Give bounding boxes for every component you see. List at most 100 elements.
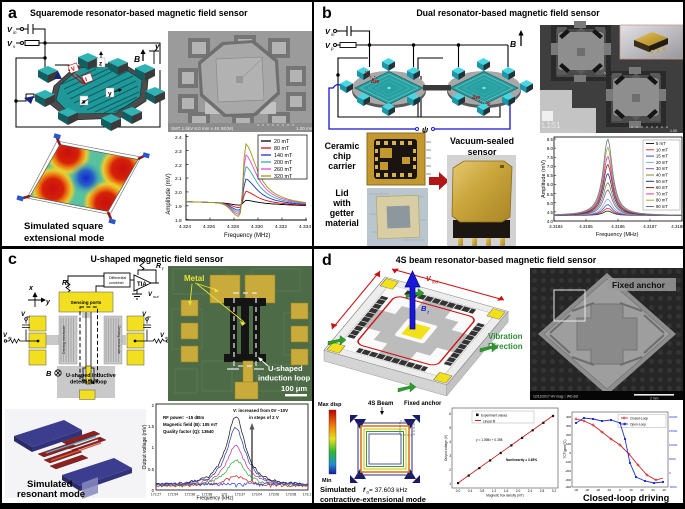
svg-text:400: 400: [566, 415, 571, 419]
svg-text:a: a: [8, 5, 17, 22]
svg-text:B: B: [421, 304, 427, 313]
svg-text:y: y: [108, 91, 112, 98]
svg-text:4.328: 4.328: [227, 224, 239, 230]
svg-text:0: 0: [669, 471, 671, 475]
svg-text:4.3185: 4.3185: [579, 224, 593, 229]
svg-text:2: 2: [449, 468, 451, 472]
svg-text:Experiment values: Experiment values: [481, 414, 508, 418]
svg-text:Squaremode resonator-based mag: Squaremode resonator-based magnetic fiel…: [30, 8, 248, 18]
svg-text:0: 0: [367, 490, 370, 495]
svg-text:173: 173: [221, 493, 227, 497]
svg-text:Vacuum-sealed: Vacuum-sealed: [450, 136, 514, 146]
svg-text:-40: -40: [574, 488, 579, 492]
svg-text:200 mT: 200 mT: [274, 160, 293, 166]
svg-text:1.6: 1.6: [504, 489, 509, 493]
svg-text:3: 3: [449, 454, 451, 458]
svg-text:in steps of 2 V: in steps of 2 V: [249, 415, 279, 420]
svg-text:10000: 10000: [669, 443, 678, 447]
svg-text:in: in: [331, 32, 335, 37]
svg-text:Open-Loop: Open-Loop: [630, 423, 646, 427]
svg-text:carrier: carrier: [328, 161, 356, 171]
svg-text:b: b: [322, 5, 332, 22]
svg-text:2.8: 2.8: [540, 489, 545, 493]
svg-text:70 mT: 70 mT: [656, 191, 668, 196]
svg-text:Dual resonator-based magnetic: Dual resonator-based magnetic field sens…: [416, 8, 600, 18]
svg-text:1.00: 1.00: [670, 129, 677, 133]
svg-text:3.2: 3.2: [552, 489, 557, 493]
svg-text:0: 0: [569, 451, 571, 455]
svg-text:1.2: 1.2: [492, 489, 497, 493]
svg-text:V​: increased from 0V ~10V: V​: increased from 0V ~10V: [233, 408, 288, 413]
svg-text:6.0: 6.0: [547, 182, 554, 187]
svg-text:B: B: [46, 369, 52, 378]
svg-text:10: 10: [629, 488, 633, 492]
svg-text:dc: dc: [8, 336, 12, 340]
svg-text:4.3184: 4.3184: [549, 224, 563, 229]
svg-text:f: f: [363, 487, 366, 494]
svg-text:7.0: 7.0: [547, 164, 554, 169]
svg-text:Linear fit: Linear fit: [483, 420, 495, 424]
svg-text:Output voltage (mV): Output voltage (mV): [142, 424, 148, 469]
svg-text:5.0: 5.0: [547, 201, 554, 206]
svg-text:Frequency (MHz): Frequency (MHz): [596, 232, 639, 238]
svg-text:U-shaped inductive: U-shaped inductive: [66, 373, 116, 379]
svg-text:7.5: 7.5: [547, 155, 554, 160]
svg-text:-300: -300: [565, 478, 571, 482]
svg-text:173.37: 173.37: [235, 493, 245, 497]
svg-text:20000: 20000: [669, 415, 678, 419]
svg-text:0: 0: [619, 488, 621, 492]
svg-text:ac: ac: [147, 315, 151, 319]
svg-text:4.3187: 4.3187: [643, 224, 657, 229]
svg-text:173.08: 173.08: [286, 493, 296, 497]
svg-text:y = 1.398x + 0.398: y = 1.398x + 0.398: [476, 438, 503, 442]
svg-text:1.00 mm: 1.00 mm: [296, 126, 312, 131]
svg-text:chip: chip: [333, 151, 352, 161]
svg-text:TIA: TIA: [137, 282, 147, 288]
svg-text:= 37.603 kHz: = 37.603 kHz: [369, 487, 407, 494]
svg-text:ind: ind: [432, 280, 439, 285]
svg-text:2.3: 2.3: [175, 149, 182, 155]
svg-text:2.4: 2.4: [175, 135, 182, 141]
svg-text:50 mT: 50 mT: [656, 179, 668, 184]
svg-text:4.332: 4.332: [275, 224, 287, 230]
svg-text:4.0: 4.0: [547, 219, 554, 224]
svg-text:ψ: ψ: [422, 126, 429, 135]
svg-text:40 mT: 40 mT: [656, 173, 668, 178]
svg-text:30 mT: 30 mT: [656, 166, 668, 171]
svg-text:I: I: [85, 77, 89, 83]
svg-text:Metal: Metal: [184, 274, 204, 283]
svg-text:p: p: [330, 46, 334, 51]
svg-text:Closed-Loop: Closed-Loop: [630, 417, 648, 421]
svg-text:Output voltage (V): Output voltage (V): [444, 435, 448, 461]
svg-text:-10: -10: [607, 488, 612, 492]
svg-text:Frequency (MHz): Frequency (MHz): [224, 233, 270, 239]
svg-text:getter: getter: [330, 208, 355, 218]
svg-text:V: V: [7, 25, 13, 34]
svg-text:100 μm: 100 μm: [281, 384, 307, 393]
svg-text:12/11/2017 HV mag □ WD: 12/11/2017 HV mag □ WD det: [533, 395, 578, 399]
svg-text:60 mT: 60 mT: [656, 185, 668, 190]
svg-text:V: V: [7, 39, 13, 48]
svg-text:R: R: [62, 280, 67, 287]
svg-text:B: B: [134, 54, 140, 64]
svg-text:d: d: [322, 252, 332, 269]
svg-text:15000: 15000: [669, 429, 678, 433]
svg-text:Closed-loop driving: Closed-loop driving: [583, 493, 669, 503]
svg-text:L1S1: L1S1: [542, 121, 561, 130]
svg-text:Nonlinearity = 3.65%: Nonlinearity = 3.65%: [506, 458, 537, 462]
svg-text:4.5: 4.5: [547, 210, 554, 215]
svg-text:2.0: 2.0: [175, 190, 182, 196]
svg-text:SMT 1.6kV 8.0 mm x 45 SE(M): SMT 1.6kV 8.0 mm x 45 SE(M): [171, 126, 234, 131]
svg-text:1.5: 1.5: [148, 424, 155, 429]
svg-text:Direction: Direction: [488, 342, 523, 351]
svg-text:ac: ac: [26, 315, 30, 319]
svg-text:260 mT: 260 mT: [274, 167, 293, 173]
svg-text:Frequency (kHz): Frequency (kHz): [197, 496, 234, 502]
svg-text:4.330: 4.330: [251, 224, 263, 230]
svg-text:173.06: 173.06: [269, 493, 279, 497]
svg-text:Driving electrode: Driving electrode: [62, 326, 66, 355]
svg-text:with: with: [332, 198, 351, 208]
svg-text:Magnetic field (B): 105 mT: Magnetic field (B): 105 mT: [163, 422, 218, 427]
svg-text:v: v: [487, 102, 491, 108]
svg-text:4: 4: [449, 440, 451, 444]
